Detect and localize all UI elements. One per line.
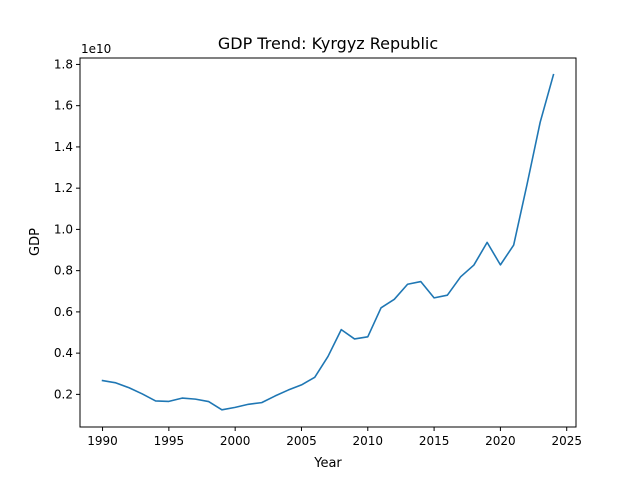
y-offset-label: 1e10 [81,42,111,56]
x-tick-label: 1995 [154,434,185,448]
x-tick-label: 2000 [220,434,251,448]
y-axis-label: GDP [28,228,43,256]
y-tick-label: 0.2 [54,387,73,401]
x-tick-label: 2015 [419,434,450,448]
x-tick-label: 1990 [87,434,118,448]
x-tick-label: 2020 [485,434,516,448]
y-tick-label: 0.4 [54,346,73,360]
x-axis-label: Year [313,456,342,471]
x-tick-label: 2025 [551,434,582,448]
y-tick-label: 1.4 [54,140,73,154]
x-tick-label: 2010 [353,434,384,448]
chart-title: GDP Trend: Kyrgyz Republic [218,34,438,53]
y-tick-label: 1.8 [54,57,73,71]
y-tick-label: 0.8 [54,264,73,278]
y-tick-label: 1.6 [54,99,73,113]
x-tick-label: 2005 [286,434,317,448]
y-tick-label: 1.2 [54,181,73,195]
y-tick-label: 0.6 [54,305,73,319]
y-tick-label: 1.0 [54,222,73,236]
